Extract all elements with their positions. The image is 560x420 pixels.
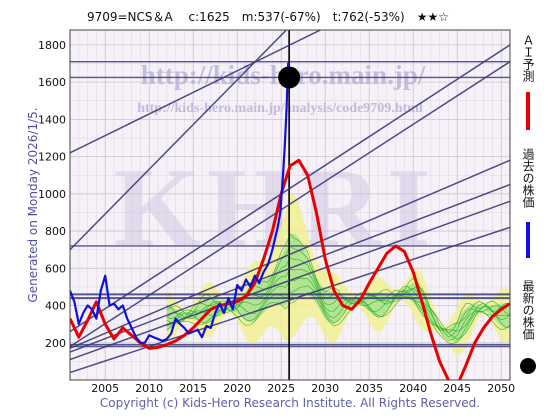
channel-line — [70, 159, 510, 350]
ai-forecast-line — [70, 158, 510, 380]
x-tick-label: 2025 — [267, 382, 295, 395]
x-tick-label: 2045 — [443, 382, 471, 395]
watermark-suburl: http://kids-hero.main.jp/analysis/code97… — [137, 101, 423, 116]
x-tick-label: 2010 — [135, 382, 163, 395]
series-lines — [70, 62, 510, 380]
x-tick-label: 2035 — [355, 382, 383, 395]
legend-latest-label: 最新の株価 — [521, 280, 535, 340]
x-tick-label: 2015 — [179, 382, 207, 395]
band-line — [166, 292, 510, 344]
y-tick-label: 1000 — [38, 188, 66, 201]
channel-line — [70, 61, 510, 348]
generated-date: Generated on Monday 2026/1/5. — [26, 107, 40, 302]
channel-line — [70, 30, 323, 154]
trend-channels — [70, 30, 510, 374]
y-tick-label: 1400 — [38, 113, 66, 126]
band-line — [166, 245, 510, 331]
markers — [278, 66, 301, 89]
y-tick-label: 800 — [45, 225, 66, 238]
channel-line — [70, 226, 510, 374]
channel-line — [70, 200, 510, 361]
x-tick-label: 2005 — [91, 382, 119, 395]
past-price-line — [70, 62, 291, 344]
channel-line — [70, 30, 288, 251]
y-tick-label: 600 — [45, 262, 66, 275]
band-line — [166, 285, 510, 340]
x-tick-label: 2040 — [399, 382, 427, 395]
x-tick-label: 2030 — [311, 382, 339, 395]
x-tick-label: 2020 — [223, 382, 251, 395]
y-tick-label: 1800 — [38, 39, 66, 52]
legend-latest-marker — [520, 358, 536, 374]
plot-frame — [69, 29, 511, 381]
legend-price-label: 過去の株価 — [521, 148, 535, 208]
latest-price-marker — [278, 66, 301, 89]
y-tick-label: 1200 — [38, 151, 66, 164]
legend-ai-label: ＡＩ予測 — [521, 34, 535, 83]
axes: 2005 2010 2015 2020 2025 2030 2035 2040 2045 2050… — [38, 39, 515, 395]
chart-header: 9709=NCS＆A c:1625 m:537(-67%) t:762(-53%… — [87, 10, 449, 24]
channel-line — [70, 183, 510, 353]
y-tick-label: 200 — [45, 337, 66, 350]
channel-line — [70, 44, 510, 333]
x-tick-label: 2050 — [487, 382, 515, 395]
y-tick-label: 400 — [45, 300, 66, 313]
y-tick-label: 1600 — [38, 76, 66, 89]
copyright-text: Copyright (c) Kids-Hero Research Institu… — [100, 396, 480, 410]
legend: ＡＩ予測 過去の株価 最新の株価 — [520, 34, 536, 374]
